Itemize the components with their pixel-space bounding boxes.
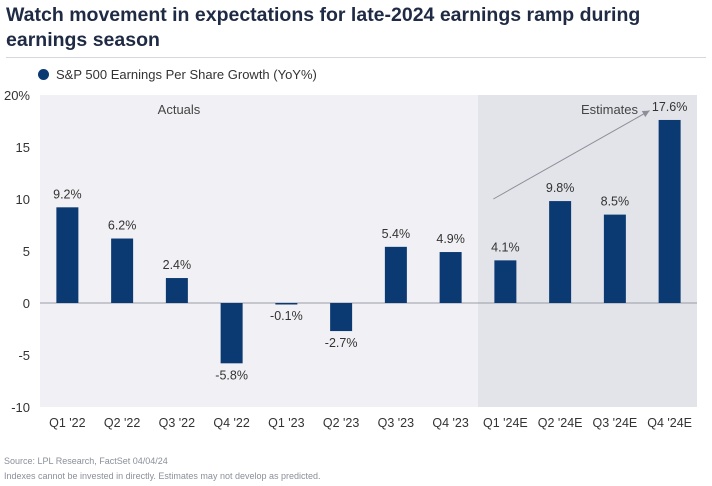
bar (111, 238, 134, 303)
data-label: 9.2% (53, 187, 82, 201)
bar (603, 214, 626, 303)
bar-chart: Actuals Estimates -10 -5 0 5 10 15 20% 9.2% Q1 '22… (4, 88, 697, 430)
data-label: 6.2% (108, 219, 137, 233)
data-label: 8.5% (601, 195, 630, 209)
data-label: -2.7% (325, 336, 358, 350)
legend: S&P 500 Earnings Per Share Growth (YoY%) (38, 67, 317, 82)
x-tick-label: Q4 '24E (647, 416, 692, 430)
bar (165, 278, 188, 303)
data-label: 4.9% (436, 232, 465, 246)
y-tick-label: 5 (23, 244, 30, 259)
data-label: 5.4% (382, 227, 411, 241)
bar (549, 201, 572, 303)
bar (384, 246, 407, 303)
trend-arrow-head (641, 110, 650, 118)
x-tick-label: Q3 '23 (378, 416, 414, 430)
x-tick-label: Q4 '23 (432, 416, 468, 430)
data-label: -0.1% (270, 309, 303, 323)
region-actuals-background (40, 95, 478, 407)
x-tick-label: Q2 '22 (104, 416, 140, 430)
bar (658, 119, 681, 304)
bar (494, 260, 517, 303)
legend-swatch (38, 69, 49, 80)
y-tick-label: -10 (11, 400, 30, 415)
data-label: 9.8% (546, 181, 575, 195)
y-tick-label: 0 (23, 296, 30, 311)
title-divider (6, 57, 706, 58)
y-tick-label: 10 (16, 192, 30, 207)
bar (330, 303, 353, 332)
bar (220, 303, 243, 364)
bar (56, 207, 79, 303)
chart-title: Watch movement in expectations for late-… (6, 4, 641, 51)
data-label: 2.4% (163, 258, 192, 272)
data-label: -5.8% (215, 368, 248, 382)
x-tick-label: Q2 '24E (538, 416, 583, 430)
x-tick-label: Q3 '24E (592, 416, 637, 430)
bar (275, 303, 298, 305)
y-tick-label: 20% (4, 88, 30, 103)
bar (439, 252, 462, 303)
source-note: Source: LPL Research, FactSet 04/04/24 (4, 456, 168, 466)
data-label: 4.1% (491, 240, 520, 254)
region-estimates-label: Estimates (581, 102, 639, 117)
x-tick-label: Q1 '22 (49, 416, 85, 430)
legend-label: S&P 500 Earnings Per Share Growth (YoY%) (56, 67, 317, 82)
y-tick-label: 15 (16, 140, 30, 155)
trend-arrow-line (493, 110, 650, 200)
x-tick-label: Q3 '22 (159, 416, 195, 430)
region-actuals-label: Actuals (158, 102, 201, 117)
x-tick-label: Q2 '23 (323, 416, 359, 430)
x-tick-label: Q1 '23 (268, 416, 304, 430)
data-label: 17.6% (652, 100, 687, 114)
y-tick-label: -5 (18, 348, 30, 363)
x-tick-label: Q4 '22 (213, 416, 249, 430)
disclaimer-note: Indexes cannot be invested in directly. … (4, 471, 321, 481)
x-tick-label: Q1 '24E (483, 416, 528, 430)
